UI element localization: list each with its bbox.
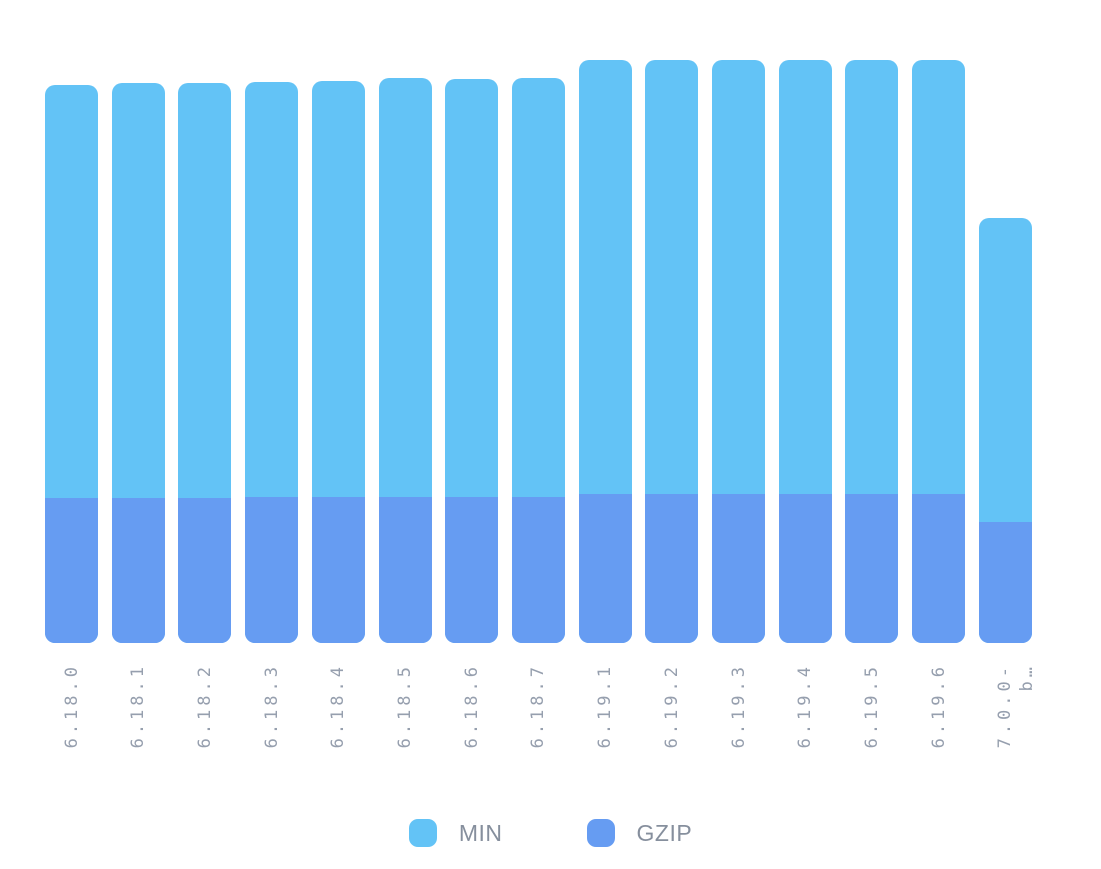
bar-plot-area: [45, 0, 1032, 643]
bar-6.18.3[interactable]: [245, 82, 299, 643]
gzip-color-swatch: [586, 819, 615, 847]
bar-gzip-segment: [645, 494, 699, 643]
x-tick-slot: 6.18.4: [312, 643, 365, 783]
x-tick-label: 6.18.4: [328, 663, 349, 749]
bar-7.0.0-b…[interactable]: [978, 218, 1032, 643]
x-tick-slot: 6.19.4: [779, 643, 832, 783]
legend-label-min: MIN: [458, 819, 503, 846]
bar-6.19.6[interactable]: [912, 60, 966, 643]
bar-gzip-segment: [378, 497, 432, 643]
x-tick-slot: 6.19.3: [712, 643, 765, 783]
bar-6.19.3[interactable]: [712, 60, 766, 643]
bar-6.19.5[interactable]: [845, 60, 899, 643]
bar-gzip-segment: [311, 497, 365, 643]
x-tick-label: 6.19.2: [661, 663, 682, 749]
x-tick-label: 6.18.5: [395, 663, 416, 749]
x-tick-slot: 6.18.5: [379, 643, 432, 783]
bar-gzip-segment: [912, 494, 966, 643]
bar-gzip-segment: [712, 494, 766, 643]
bar-gzip-segment: [445, 497, 499, 643]
bar-gzip-segment: [245, 497, 299, 643]
bar-6.18.0[interactable]: [45, 85, 98, 643]
bar-6.18.4[interactable]: [311, 81, 365, 643]
x-tick-label: 6.19.3: [728, 663, 749, 749]
x-tick-label: 6.18.0: [61, 663, 82, 749]
x-tick-slot: 6.19.1: [579, 643, 632, 783]
x-tick-slot: 6.19.5: [845, 643, 898, 783]
bar-gzip-segment: [45, 498, 98, 643]
bar-gzip-segment: [111, 498, 165, 643]
x-tick-slot: 6.18.1: [112, 643, 165, 783]
bar-6.18.5[interactable]: [378, 78, 432, 643]
x-tick-slot: 6.18.0: [45, 643, 98, 783]
x-tick-label: 6.18.1: [128, 663, 149, 749]
bar-6.19.2[interactable]: [645, 60, 699, 643]
legend: MIN GZIP: [0, 819, 1101, 847]
legend-item-gzip: GZIP: [586, 819, 693, 847]
x-tick-slot: 6.18.3: [245, 643, 298, 783]
legend-item-min: MIN: [408, 819, 503, 847]
bar-gzip-segment: [778, 494, 832, 643]
x-tick-slot: 6.19.6: [912, 643, 965, 783]
x-tick-slot: 6.18.6: [445, 643, 498, 783]
x-tick-label: 6.18.3: [261, 663, 282, 749]
bar-gzip-segment: [978, 522, 1032, 643]
bar-6.19.4[interactable]: [778, 60, 832, 643]
min-color-swatch: [408, 819, 437, 847]
x-tick-slot: 6.18.2: [178, 643, 231, 783]
bar-6.18.2[interactable]: [178, 83, 232, 643]
bar-6.18.6[interactable]: [445, 79, 499, 643]
bar-gzip-segment: [845, 494, 899, 643]
bar-gzip-segment: [578, 494, 632, 643]
x-tick-label: 6.18.7: [528, 663, 549, 749]
x-tick-slot: 7.0.0-b…: [979, 643, 1037, 783]
x-axis-labels: 6.18.0 6.18.1 6.18.2 6.18.3 6.18.4 6.18.5 6.18…: [45, 643, 1038, 783]
bar-gzip-segment: [511, 497, 565, 643]
bar-6.18.7[interactable]: [511, 78, 565, 643]
x-tick-label: 6.19.6: [928, 663, 949, 749]
x-tick-label: 6.19.4: [795, 663, 816, 749]
x-tick-label: 6.18.2: [194, 663, 215, 749]
bar-6.18.1[interactable]: [111, 83, 165, 643]
x-tick-slot: 6.18.7: [512, 643, 565, 783]
x-tick-slot: 6.19.2: [645, 643, 698, 783]
x-tick-label: 6.19.1: [595, 663, 616, 749]
x-tick-label: 6.19.5: [861, 663, 882, 749]
x-tick-label: 7.0.0-b…: [995, 663, 1038, 749]
x-tick-label: 6.18.6: [461, 663, 482, 749]
legend-label-gzip: GZIP: [636, 819, 693, 846]
bar-gzip-segment: [178, 498, 232, 643]
bar-6.19.1[interactable]: [578, 60, 632, 643]
